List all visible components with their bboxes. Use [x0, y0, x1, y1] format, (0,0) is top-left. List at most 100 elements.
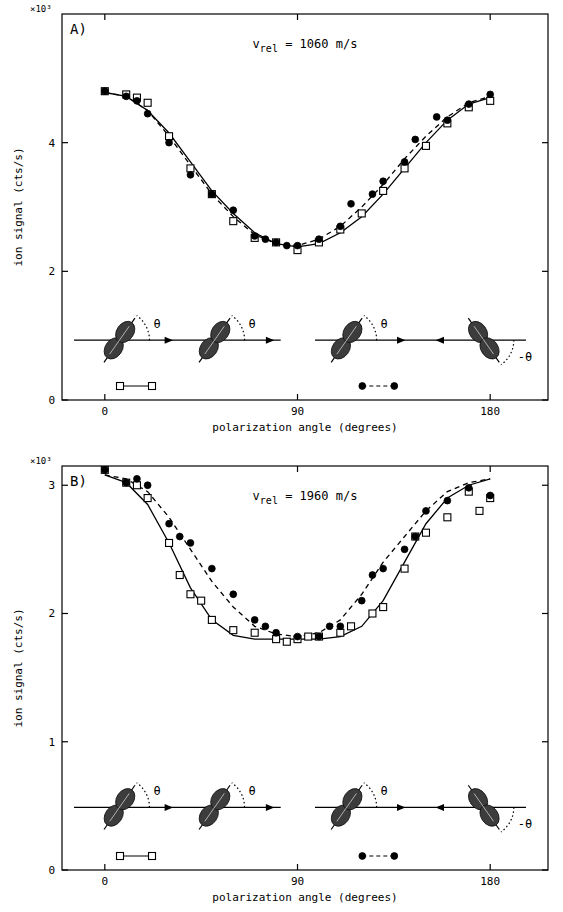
data-point [422, 529, 429, 536]
angle-label: θ [248, 784, 255, 798]
legend-inset: θ-θ [315, 316, 532, 390]
data-point [144, 482, 151, 489]
annotation-part: v [253, 489, 260, 503]
panel-label: B) [70, 473, 87, 489]
data-point [230, 627, 237, 634]
data-point [283, 638, 290, 645]
angle-arc [501, 340, 514, 365]
x-tick [104, 864, 105, 870]
legend-marker [359, 853, 366, 860]
data-point [337, 629, 344, 636]
x-tick [297, 394, 298, 400]
legend-marker [149, 853, 156, 860]
data-point [348, 200, 355, 207]
data-point [123, 479, 130, 486]
y-multiplier: ×10³ [30, 456, 52, 466]
data-point [166, 539, 173, 546]
legend-inset: θ-θ [315, 783, 532, 860]
y-tick [62, 271, 68, 272]
beam-line [74, 340, 281, 341]
fit-line [105, 92, 490, 245]
beam-line [74, 807, 281, 808]
data-point [176, 533, 183, 540]
legend-marker [391, 383, 398, 390]
data-point [273, 239, 280, 246]
data-point [401, 546, 408, 553]
x-tick [104, 394, 105, 400]
data-point [380, 565, 387, 572]
legend-line [120, 385, 152, 386]
data-point [230, 218, 237, 225]
x-tick [297, 466, 298, 472]
data-point [166, 520, 173, 527]
data-group [101, 466, 493, 645]
arrow-head [266, 804, 274, 811]
data-point [133, 482, 140, 489]
data-group [101, 88, 493, 254]
data-point [337, 223, 344, 230]
data-point [465, 484, 472, 491]
data-point [369, 572, 376, 579]
panel-label: A) [70, 21, 87, 37]
data-point [294, 633, 301, 640]
y-tick [62, 399, 68, 400]
angle-arc [364, 783, 377, 808]
data-point [401, 159, 408, 166]
data-point [348, 623, 355, 630]
data-point [230, 207, 237, 214]
chart-root: 024090180polarization angle (degrees)ion… [0, 0, 563, 912]
data-point [144, 99, 151, 106]
x-tick [490, 466, 491, 472]
data-point [422, 142, 429, 149]
legend-line [362, 385, 394, 386]
data-point [283, 242, 290, 249]
legend-inset: θθ [74, 316, 281, 390]
x-tick [104, 14, 105, 20]
data-point [101, 466, 108, 473]
data-point [337, 623, 344, 630]
y-axis-title: ion signal (cts/s) [12, 147, 25, 266]
data-point [305, 633, 312, 640]
data-point [380, 604, 387, 611]
data-point [412, 533, 419, 540]
y-tick [542, 869, 548, 870]
angle-label: θ [153, 784, 160, 798]
panel: 024090180polarization angle (degrees)ion… [12, 4, 548, 434]
data-point [262, 623, 269, 630]
y-axis-title: ion signal (cts/s) [12, 608, 25, 727]
molecule-highlight [337, 326, 357, 354]
annotation: vrel = 1060 m/s [253, 37, 358, 54]
x-tick [297, 14, 298, 20]
y-tick [542, 485, 548, 486]
y-tick-label: 3 [48, 479, 55, 492]
angle-label: θ [248, 317, 255, 331]
angle-arc [137, 316, 150, 341]
data-point [166, 139, 173, 146]
data-point [101, 88, 108, 95]
y-tick [62, 741, 68, 742]
x-tick [490, 394, 491, 400]
angle-label: θ [153, 317, 160, 331]
x-tick-label: 90 [291, 405, 304, 418]
molecule-highlight [205, 326, 225, 354]
y-tick [542, 613, 548, 614]
data-point [101, 88, 108, 95]
legend-marker [391, 853, 398, 860]
legend-marker [149, 383, 156, 390]
data-point [187, 165, 194, 172]
arrow-head [165, 337, 173, 344]
annotation-part: = 1960 m/s [278, 489, 357, 503]
x-axis-title: polarization angle (degrees) [212, 421, 397, 434]
fit-line [105, 475, 490, 637]
annotation-part: rel [260, 43, 278, 54]
angle-arc [137, 783, 150, 808]
x-tick-label: 0 [102, 875, 109, 888]
legend: θθθ-θ [74, 316, 532, 390]
data-point [166, 133, 173, 140]
angle-arc [501, 807, 514, 832]
data-point [123, 93, 130, 100]
data-point [369, 191, 376, 198]
y-multiplier: ×10³ [30, 4, 52, 14]
data-point [444, 514, 451, 521]
molecule-highlight [337, 793, 357, 821]
